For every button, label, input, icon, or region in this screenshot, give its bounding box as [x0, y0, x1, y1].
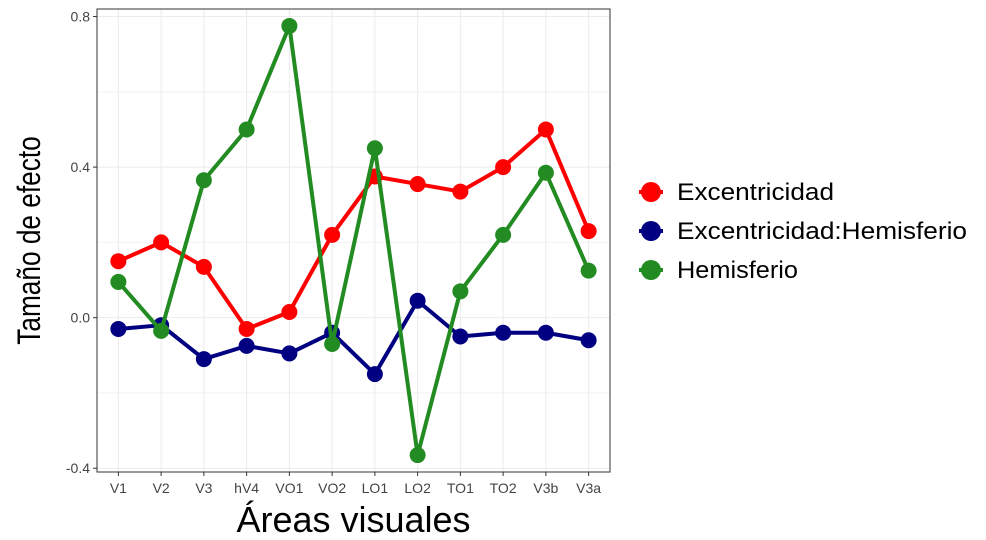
data-point [195, 258, 212, 275]
data-point [409, 447, 426, 464]
data-point [238, 320, 255, 337]
data-point [195, 172, 212, 189]
legend-item: Excentricidad:Hemisferio [639, 218, 967, 245]
data-point [495, 324, 512, 341]
y-tick-label: 0.8 [71, 9, 91, 25]
x-tick-label: VO1 [275, 480, 303, 496]
x-tick-label: V3 [195, 480, 212, 496]
data-point [452, 183, 469, 200]
axis-layer: -0.4 0.0 0.4 0.8 V1 V2 V3 hV4 VO1 VO2 LO1 LO2 TO1 TO2… [66, 9, 601, 496]
data-point [495, 226, 512, 243]
legend-key-point [641, 182, 661, 202]
x-tick-label: TO1 [447, 480, 474, 496]
data-point [281, 304, 298, 321]
data-point [452, 328, 469, 345]
data-point [580, 223, 597, 240]
plot-panel-border [96, 8, 611, 473]
series-line [116, 298, 591, 377]
data-point [238, 121, 255, 138]
x-axis-title: Áreas visuales [236, 499, 470, 540]
series-excentricidad [110, 121, 597, 337]
series-line [116, 23, 591, 458]
legend-key-point [641, 221, 661, 241]
data-point [195, 351, 212, 368]
y-tick-label: -0.4 [66, 460, 90, 476]
data-point [366, 140, 383, 157]
data-point [452, 283, 469, 300]
data-point [537, 324, 554, 341]
data-point [281, 345, 298, 362]
data-point [238, 337, 255, 354]
data-point [110, 320, 127, 337]
y-tick-label: 0.4 [71, 159, 91, 175]
x-tick-label: VO2 [318, 480, 346, 496]
data-point [537, 164, 554, 181]
data-point [537, 121, 554, 138]
legend-label: Excentricidad [677, 179, 834, 206]
legend-label: Excentricidad:Hemisferio [677, 218, 967, 245]
x-tick-label: V3b [533, 480, 558, 496]
data-point [110, 273, 127, 290]
legend-key-point [641, 260, 661, 280]
data-point [324, 226, 341, 243]
x-tick-label: LO2 [404, 480, 431, 496]
legend-item: Hemisferio [639, 257, 798, 284]
series-line [116, 127, 591, 331]
x-tick-label: V2 [153, 480, 170, 496]
data-point [324, 336, 341, 353]
data-point [580, 332, 597, 349]
data-point [409, 176, 426, 193]
y-tick-label: 0.0 [71, 310, 91, 326]
data-point [110, 253, 127, 270]
data-point [409, 292, 426, 309]
series-hemisferio [110, 17, 597, 464]
data-point [580, 262, 597, 279]
data-point [153, 322, 170, 339]
data-point [153, 234, 170, 251]
legend: Excentricidad Excentricidad:Hemisferio Hem… [639, 179, 967, 284]
x-tick-label: hV4 [234, 480, 259, 496]
data-point [366, 366, 383, 383]
legend-label: Hemisferio [677, 257, 798, 284]
data-point [495, 159, 512, 176]
series-excentricidad-hemisferio [110, 292, 597, 383]
legend-item: Excentricidad [639, 179, 834, 206]
x-tick-label: V3a [576, 480, 601, 496]
y-axis-title: Tamaño de efecto [13, 136, 48, 345]
series-layer [110, 17, 597, 464]
x-tick-label: LO1 [362, 480, 389, 496]
x-tick-label: V1 [110, 480, 127, 496]
x-tick-label: TO2 [490, 480, 517, 496]
data-point [281, 17, 298, 34]
